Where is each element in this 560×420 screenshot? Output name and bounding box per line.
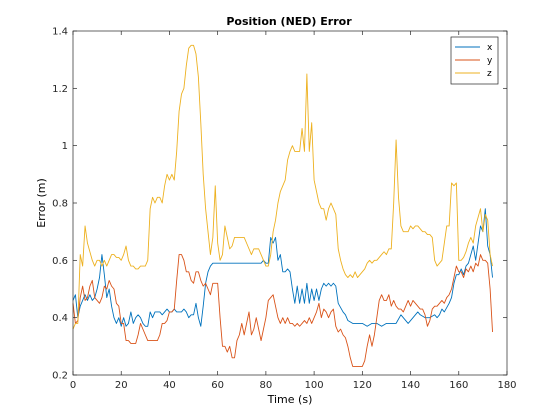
series-line-y xyxy=(72,254,493,367)
x-tick-label: 80 xyxy=(260,380,273,391)
y-tick-label: 1 xyxy=(62,141,68,152)
y-axis-label: Error (m) xyxy=(35,178,48,228)
x-tick-label: 20 xyxy=(115,380,128,391)
legend-box xyxy=(450,36,499,85)
x-axis: 0 20 40 60 80 100 120 140 160 180 xyxy=(70,31,517,391)
y-axis: 0.2 0.4 0.6 0.8 1 1.2 1.4 xyxy=(52,27,507,382)
x-tick-label: 0 xyxy=(70,380,76,391)
chart-title: Position (NED) Error xyxy=(226,15,352,28)
x-tick-label: 120 xyxy=(353,380,372,391)
x-tick-label: 160 xyxy=(449,380,468,391)
y-tick-label: 1.2 xyxy=(52,84,68,95)
legend-label-y: y xyxy=(487,56,493,66)
y-tick-label: 1.4 xyxy=(52,27,68,38)
legend: xyz xyxy=(450,36,499,85)
plot-lines xyxy=(72,44,493,367)
x-tick-label: 40 xyxy=(163,380,176,391)
x-tick-label: 180 xyxy=(497,380,516,391)
series-line-z xyxy=(72,44,493,330)
y-tick-label: 0.4 xyxy=(52,313,68,324)
legend-label-x: x xyxy=(487,43,493,53)
series-line-x xyxy=(72,208,493,327)
x-tick-label: 140 xyxy=(401,380,420,391)
x-axis-label: Time (s) xyxy=(267,393,313,406)
legend-label-z: z xyxy=(487,69,492,79)
y-tick-label: 0.2 xyxy=(52,371,68,382)
x-tick-label: 60 xyxy=(211,380,224,391)
y-tick-label: 0.8 xyxy=(52,199,68,210)
x-tick-label: 100 xyxy=(305,380,324,391)
y-tick-label: 0.6 xyxy=(52,256,68,267)
